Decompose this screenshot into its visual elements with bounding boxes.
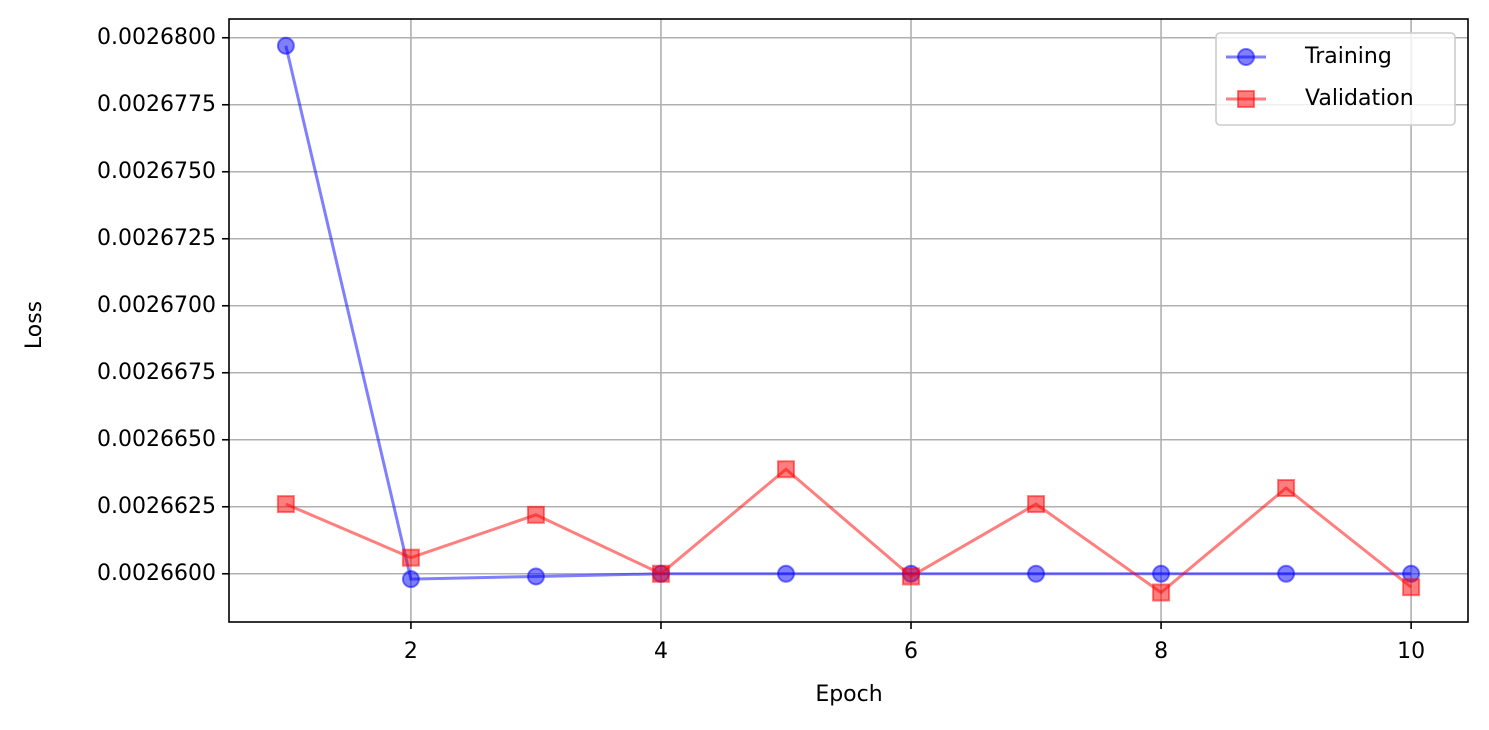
marker <box>651 564 670 583</box>
y-tick-label: 0.0026625 <box>97 494 216 519</box>
legend-label: Validation <box>1305 86 1414 111</box>
y-tick-label: 0.0026775 <box>97 92 216 117</box>
marker <box>776 460 795 479</box>
marker <box>902 567 921 586</box>
marker <box>526 567 545 586</box>
marker <box>1152 564 1171 583</box>
y-tick-label: 0.0026675 <box>97 360 216 385</box>
marker <box>1277 564 1296 583</box>
marker <box>276 36 295 55</box>
marker <box>401 570 420 589</box>
y-tick-label: 0.0026725 <box>97 226 216 251</box>
series-line <box>285 467 1413 595</box>
marker <box>526 505 545 524</box>
marker <box>1027 564 1046 583</box>
marker <box>276 495 295 514</box>
y-tick-label: 0.0026650 <box>97 427 216 452</box>
x-tick-label: 6 <box>904 639 918 664</box>
marker <box>401 548 420 567</box>
legend-marker <box>1237 48 1255 66</box>
y-tick-label: 0.0026600 <box>97 561 216 586</box>
y-tick-label: 0.0026750 <box>97 159 216 184</box>
x-axis-label: Epoch <box>815 682 882 707</box>
legend: Training Validation <box>1215 32 1456 126</box>
y-tick-label: 0.0026800 <box>97 25 216 50</box>
marker <box>776 564 795 583</box>
series-line <box>284 45 1412 581</box>
x-tick-label: 8 <box>1154 639 1168 664</box>
y-axis-label: Loss <box>22 301 47 349</box>
marker <box>1152 583 1171 602</box>
x-tick-label: 10 <box>1397 639 1425 664</box>
marker <box>1277 479 1296 497</box>
plot-frame <box>228 18 1469 623</box>
marker <box>1402 578 1421 597</box>
legend-label: Training <box>1304 44 1392 69</box>
legend-marker <box>1237 90 1255 108</box>
x-tick-label: 2 <box>404 639 418 664</box>
y-tick-label: 0.0026700 <box>97 293 216 318</box>
legend-box <box>1215 32 1456 126</box>
marker <box>1027 495 1046 514</box>
x-tick-label: 4 <box>654 639 668 664</box>
